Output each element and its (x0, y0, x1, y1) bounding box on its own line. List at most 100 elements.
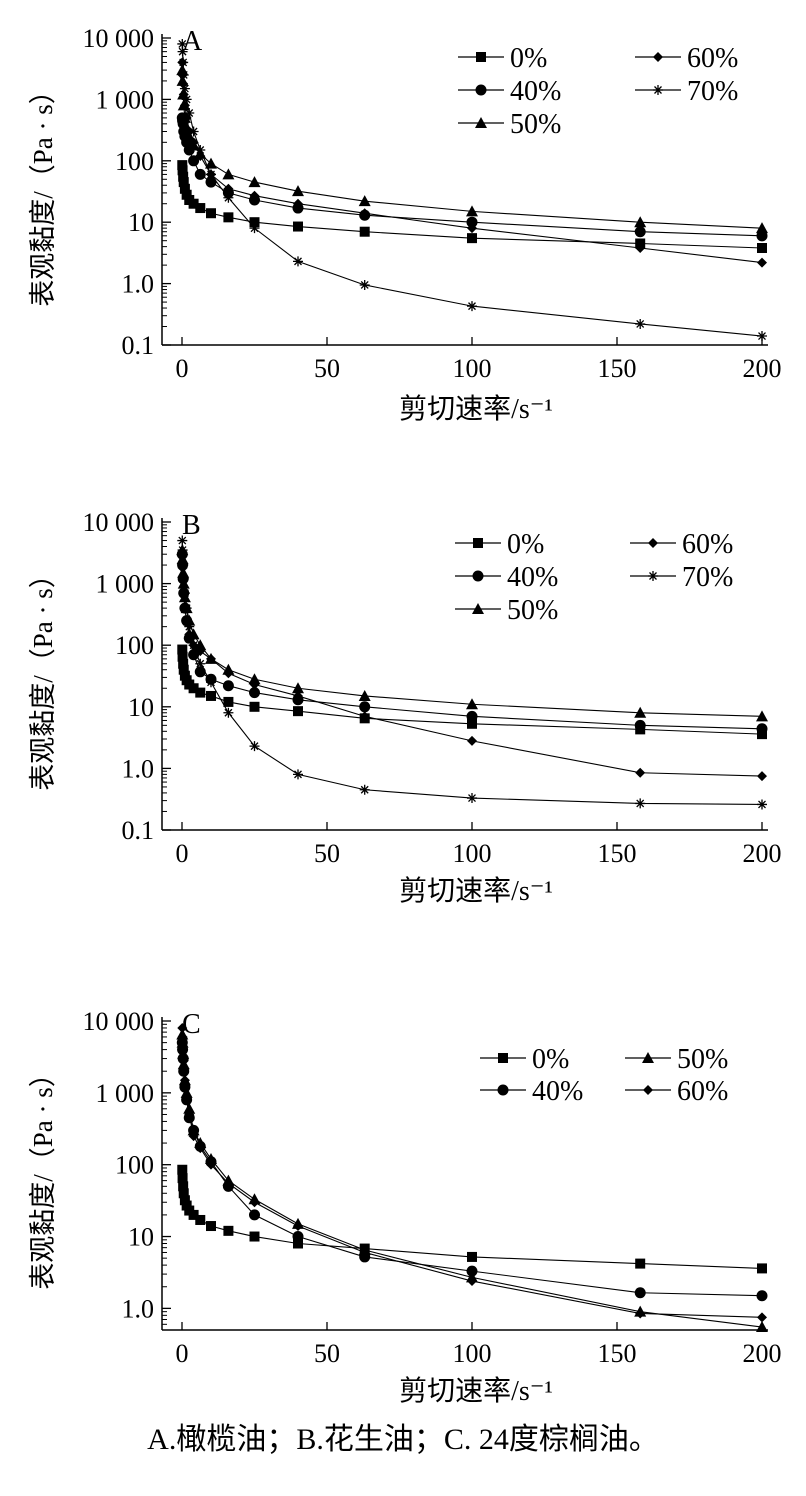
x-axis-label: 剪切速率/s⁻¹ (399, 875, 553, 907)
data-point (292, 682, 304, 694)
data-point (223, 1225, 234, 1236)
y-tick-label: 10 000 (83, 508, 155, 537)
data-point (359, 784, 370, 795)
legend-label: 40% (507, 562, 558, 593)
series-0pct (177, 1164, 767, 1274)
legend-marker (472, 570, 484, 582)
y-tick-label: 0.1 (122, 331, 155, 360)
data-point (757, 771, 767, 782)
data-point (177, 1022, 188, 1033)
y-tick-label: 100 (115, 631, 154, 660)
legend-entry: 40% (458, 76, 561, 107)
data-point (467, 1251, 477, 1262)
data-point (292, 185, 304, 197)
data-point (467, 735, 477, 746)
chart-panel-b: 0.1 1.0 10 100 1 000 10 000 0 50 100 150 200 剪切速率/s… (28, 508, 782, 907)
data-point (178, 658, 189, 669)
data-point (183, 1102, 196, 1114)
data-point (177, 1173, 188, 1184)
data-point (249, 217, 260, 228)
legend-label: 60% (687, 43, 738, 74)
legend-marker (643, 1085, 653, 1095)
data-point (359, 279, 370, 290)
panel-label: B (182, 510, 201, 541)
data-point (757, 799, 767, 810)
data-point (188, 1209, 199, 1220)
data-point (358, 195, 371, 207)
data-point (756, 723, 768, 735)
legend-label: 0% (507, 529, 544, 560)
data-point (223, 183, 234, 194)
data-point (177, 165, 188, 176)
series-70pct (177, 38, 767, 342)
data-point (634, 719, 646, 731)
series-70pct (177, 535, 767, 810)
data-point (467, 793, 477, 804)
legend-entry: 0% (480, 1044, 569, 1075)
y-tick-label: 10 000 (83, 24, 155, 53)
data-point (178, 78, 189, 89)
data-point (756, 1321, 768, 1333)
legend-entry: 60% (630, 529, 733, 560)
legend-marker (475, 84, 487, 96)
data-point (293, 1221, 303, 1232)
data-point (195, 150, 206, 161)
data-point (178, 1055, 189, 1066)
chart-panel-c: 1.0 10 100 1 000 10 000 0 50 100 150 200 剪切速率/s⁻¹ 表… (28, 1007, 782, 1407)
y-tick-label: 1 000 (96, 85, 155, 114)
data-point (178, 560, 189, 571)
data-point (181, 1091, 192, 1102)
data-point (467, 1276, 477, 1287)
data-point (249, 687, 260, 699)
series-40pct (176, 112, 768, 242)
y-tick-label: 100 (115, 1151, 154, 1180)
data-point (178, 573, 189, 584)
data-point (205, 157, 217, 169)
legend-entry: 40% (480, 1076, 583, 1107)
legend-marker (648, 571, 658, 581)
data-point (177, 644, 188, 655)
data-point (293, 1238, 303, 1249)
y-tick-label: 10 (128, 1223, 154, 1252)
data-point (195, 687, 206, 698)
data-point (635, 1258, 646, 1269)
x-axis-label: 剪切速率/s⁻¹ (399, 393, 553, 425)
legend-marker (498, 1053, 508, 1063)
y-axis-label: 表观黏度/（Pa · s） (28, 561, 58, 791)
x-tick-label: 200 (743, 839, 782, 868)
data-point (249, 679, 260, 690)
data-point (757, 1263, 767, 1274)
data-point (358, 689, 371, 701)
x-tick-label: 0 (176, 1339, 189, 1368)
series-0pct (177, 160, 767, 254)
data-point (466, 216, 478, 228)
legend-label: 0% (532, 1044, 569, 1075)
series-line (181, 550, 763, 717)
data-point (249, 701, 260, 712)
data-point (222, 168, 235, 180)
legend-entry: 60% (635, 43, 738, 74)
data-point (635, 1308, 646, 1319)
x-tick-label: 0 (176, 354, 189, 383)
x-tick-label: 50 (314, 354, 340, 383)
data-point (181, 603, 192, 614)
data-point (195, 144, 206, 155)
data-point (249, 1197, 260, 1208)
data-point (206, 690, 216, 701)
data-point (177, 38, 188, 49)
legend-marker (653, 52, 663, 62)
data-point (293, 198, 303, 209)
data-point (206, 653, 216, 664)
data-point (757, 257, 767, 268)
x-tick-label: 50 (314, 839, 340, 868)
data-point (248, 673, 261, 685)
data-point (292, 1231, 304, 1243)
data-point (205, 176, 217, 188)
data-point (179, 588, 190, 599)
data-point (249, 741, 260, 752)
legend-entry: 50% (625, 1044, 728, 1075)
legend-label: 70% (687, 76, 738, 107)
data-point (756, 222, 768, 234)
series-line (181, 43, 763, 337)
legend-marker (497, 1084, 509, 1096)
